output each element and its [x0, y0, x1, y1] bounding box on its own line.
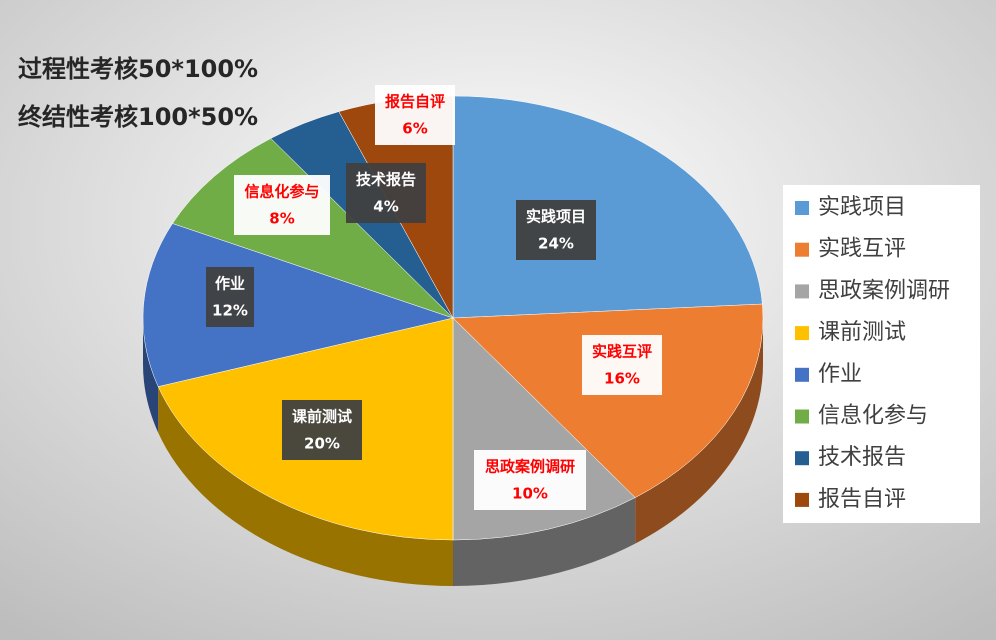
label-box: [206, 267, 254, 327]
legend-swatch: [795, 409, 809, 424]
legend-label: 思政案例调研: [818, 278, 950, 303]
category-label: 技术报告: [356, 171, 416, 189]
category-label: 报告自评: [385, 93, 445, 111]
category-label: 信息化参与: [244, 183, 319, 201]
label-box: [582, 335, 662, 395]
slice: [452, 303, 764, 498]
category-label: 课前测试: [292, 408, 352, 426]
slice-side: [143, 318, 159, 433]
slice: [452, 95, 763, 319]
value-label: 4%: [373, 198, 398, 216]
category-label: 思政案例调研: [485, 458, 575, 476]
category-label: 实践互评: [592, 343, 652, 361]
value-label: 8%: [269, 210, 294, 228]
label-box: [282, 400, 362, 460]
pie: [142, 95, 764, 586]
legend-label: 实践项目: [818, 195, 906, 220]
legend-swatch: [795, 367, 809, 382]
chart-title: 过程性考核50*100%: [18, 55, 258, 83]
value-label: 24%: [538, 235, 574, 253]
legend-swatch: [795, 201, 809, 215]
slice-side: [453, 497, 636, 586]
value-label: 20%: [304, 435, 340, 453]
legend-box: [783, 185, 980, 523]
label-box: [375, 85, 455, 145]
value-label: 12%: [212, 302, 248, 320]
legend-label: 作业: [818, 362, 862, 387]
value-label: 10%: [512, 485, 548, 503]
legend-label: 信息化参与: [818, 404, 928, 429]
slice-side: [158, 386, 453, 586]
chart-subtitle: 终结性考核100*50%: [18, 103, 258, 131]
label-box: [346, 163, 426, 223]
value-label: 16%: [604, 370, 640, 388]
value-label: 6%: [402, 120, 427, 138]
legend-swatch: [795, 284, 809, 299]
data-labels: 实践项目 24% 实践互评 16% 思政案例调研 10% 课前测试 20% 作业 12% 信息化参与…: [206, 85, 662, 510]
category-label: 作业: [215, 275, 245, 293]
legend-label: 技术报告: [818, 445, 906, 470]
legend-swatch: [795, 326, 809, 341]
legend-swatch: [795, 242, 809, 257]
label-box: [516, 200, 596, 260]
slice-side: [635, 318, 763, 544]
legend-swatch: [795, 492, 809, 507]
legend-label: 实践互评: [818, 237, 906, 262]
legend-label: 报告自评: [818, 487, 906, 512]
slice: [142, 223, 454, 387]
legend-label: 课前测试: [818, 320, 906, 345]
label-box: [474, 450, 586, 510]
label-box: [234, 175, 330, 235]
category-label: 实践项目: [526, 208, 586, 226]
legend-swatch: [795, 451, 809, 466]
